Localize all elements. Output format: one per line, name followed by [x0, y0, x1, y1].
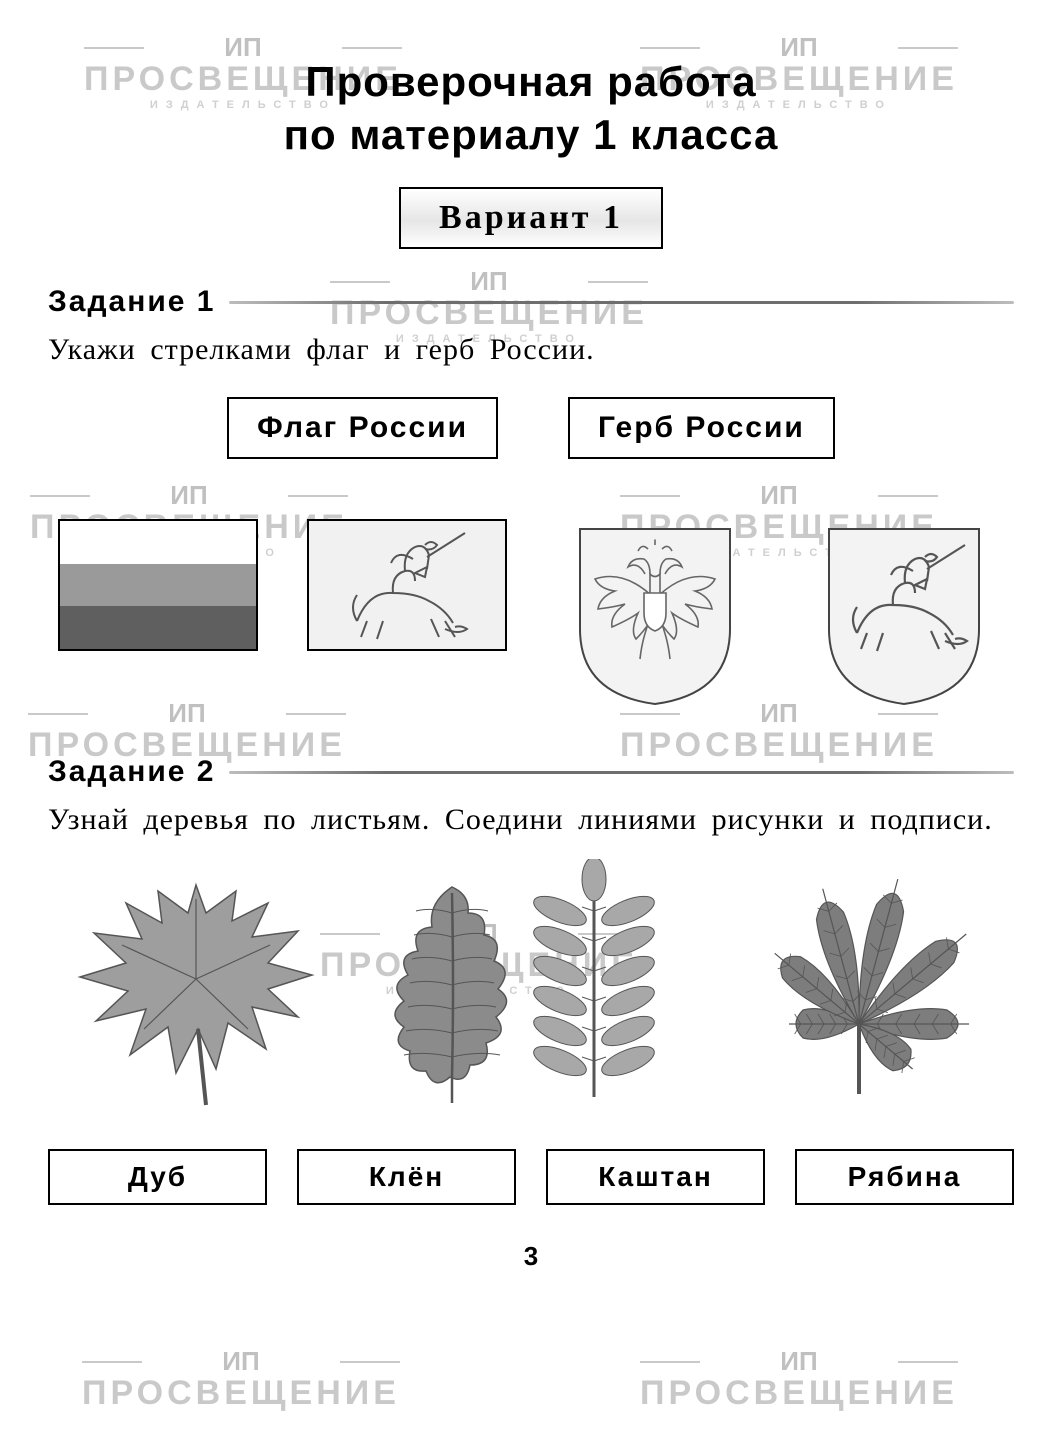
- task1-label-row: Флаг России Герб России: [48, 397, 1014, 459]
- task1-heading-rule: [229, 301, 1014, 304]
- title-block: Проверочная работа по материалу 1 класса…: [48, 56, 1014, 249]
- leaf-oak-and-rowan: [374, 859, 674, 1109]
- leaf-maple: [48, 859, 344, 1109]
- label-chestnut: Каштан: [546, 1149, 765, 1205]
- page: ИППРОСВЕЩЕНИЕИЗДАТЕЛЬСТВОИППРОСВЕЩЕНИЕИЗ…: [0, 0, 1062, 1439]
- task1-heading-label: Задание 1: [48, 285, 215, 319]
- label-flag: Флаг России: [227, 397, 498, 459]
- task2-heading-rule: [229, 771, 1014, 774]
- label-oak: Дуб: [48, 1149, 267, 1205]
- label-rowan: Рябина: [795, 1149, 1014, 1205]
- title-line-2: по материалу 1 класса: [284, 111, 779, 158]
- russian-flag: [58, 519, 258, 651]
- page-number: 3: [48, 1241, 1014, 1272]
- symbol-russia-coat: [545, 519, 766, 709]
- task2-prompt: Узнай деревья по листьям. Соедини линиям…: [48, 803, 1014, 837]
- label-coat: Герб России: [568, 397, 835, 459]
- double-eagle-shield-icon: [570, 519, 740, 709]
- task2-heading-label: Задание 2: [48, 755, 215, 789]
- horseman-in-rectangle: [307, 519, 507, 651]
- horseman-icon: [327, 529, 487, 641]
- chestnut-leaf-icon: [704, 859, 1014, 1109]
- symbol-moscow-coat-shield: [794, 519, 1015, 709]
- task1-images-row: [48, 519, 1014, 709]
- title-line-1: Проверочная работа: [305, 58, 756, 105]
- horseman-shield-icon: [819, 519, 989, 709]
- symbol-moscow-coat-rect: [297, 519, 518, 709]
- maple-leaf-icon: [66, 859, 326, 1109]
- task2-label-row: Дуб Клён Каштан Рябина: [48, 1149, 1014, 1205]
- variant-box: Вариант 1: [399, 187, 663, 249]
- task1-prompt: Укажи стрелками флаг и герб России.: [48, 333, 1014, 367]
- leaf-chestnut: [704, 859, 1014, 1109]
- symbol-russian-flag: [48, 519, 269, 709]
- leaves-row: [48, 859, 1014, 1109]
- page-title: Проверочная работа по материалу 1 класса: [48, 56, 1014, 161]
- task2-heading: Задание 2: [48, 755, 1014, 789]
- label-maple: Клён: [297, 1149, 516, 1205]
- oak-rowan-leaf-icon: [374, 859, 674, 1109]
- task1-heading: Задание 1: [48, 285, 1014, 319]
